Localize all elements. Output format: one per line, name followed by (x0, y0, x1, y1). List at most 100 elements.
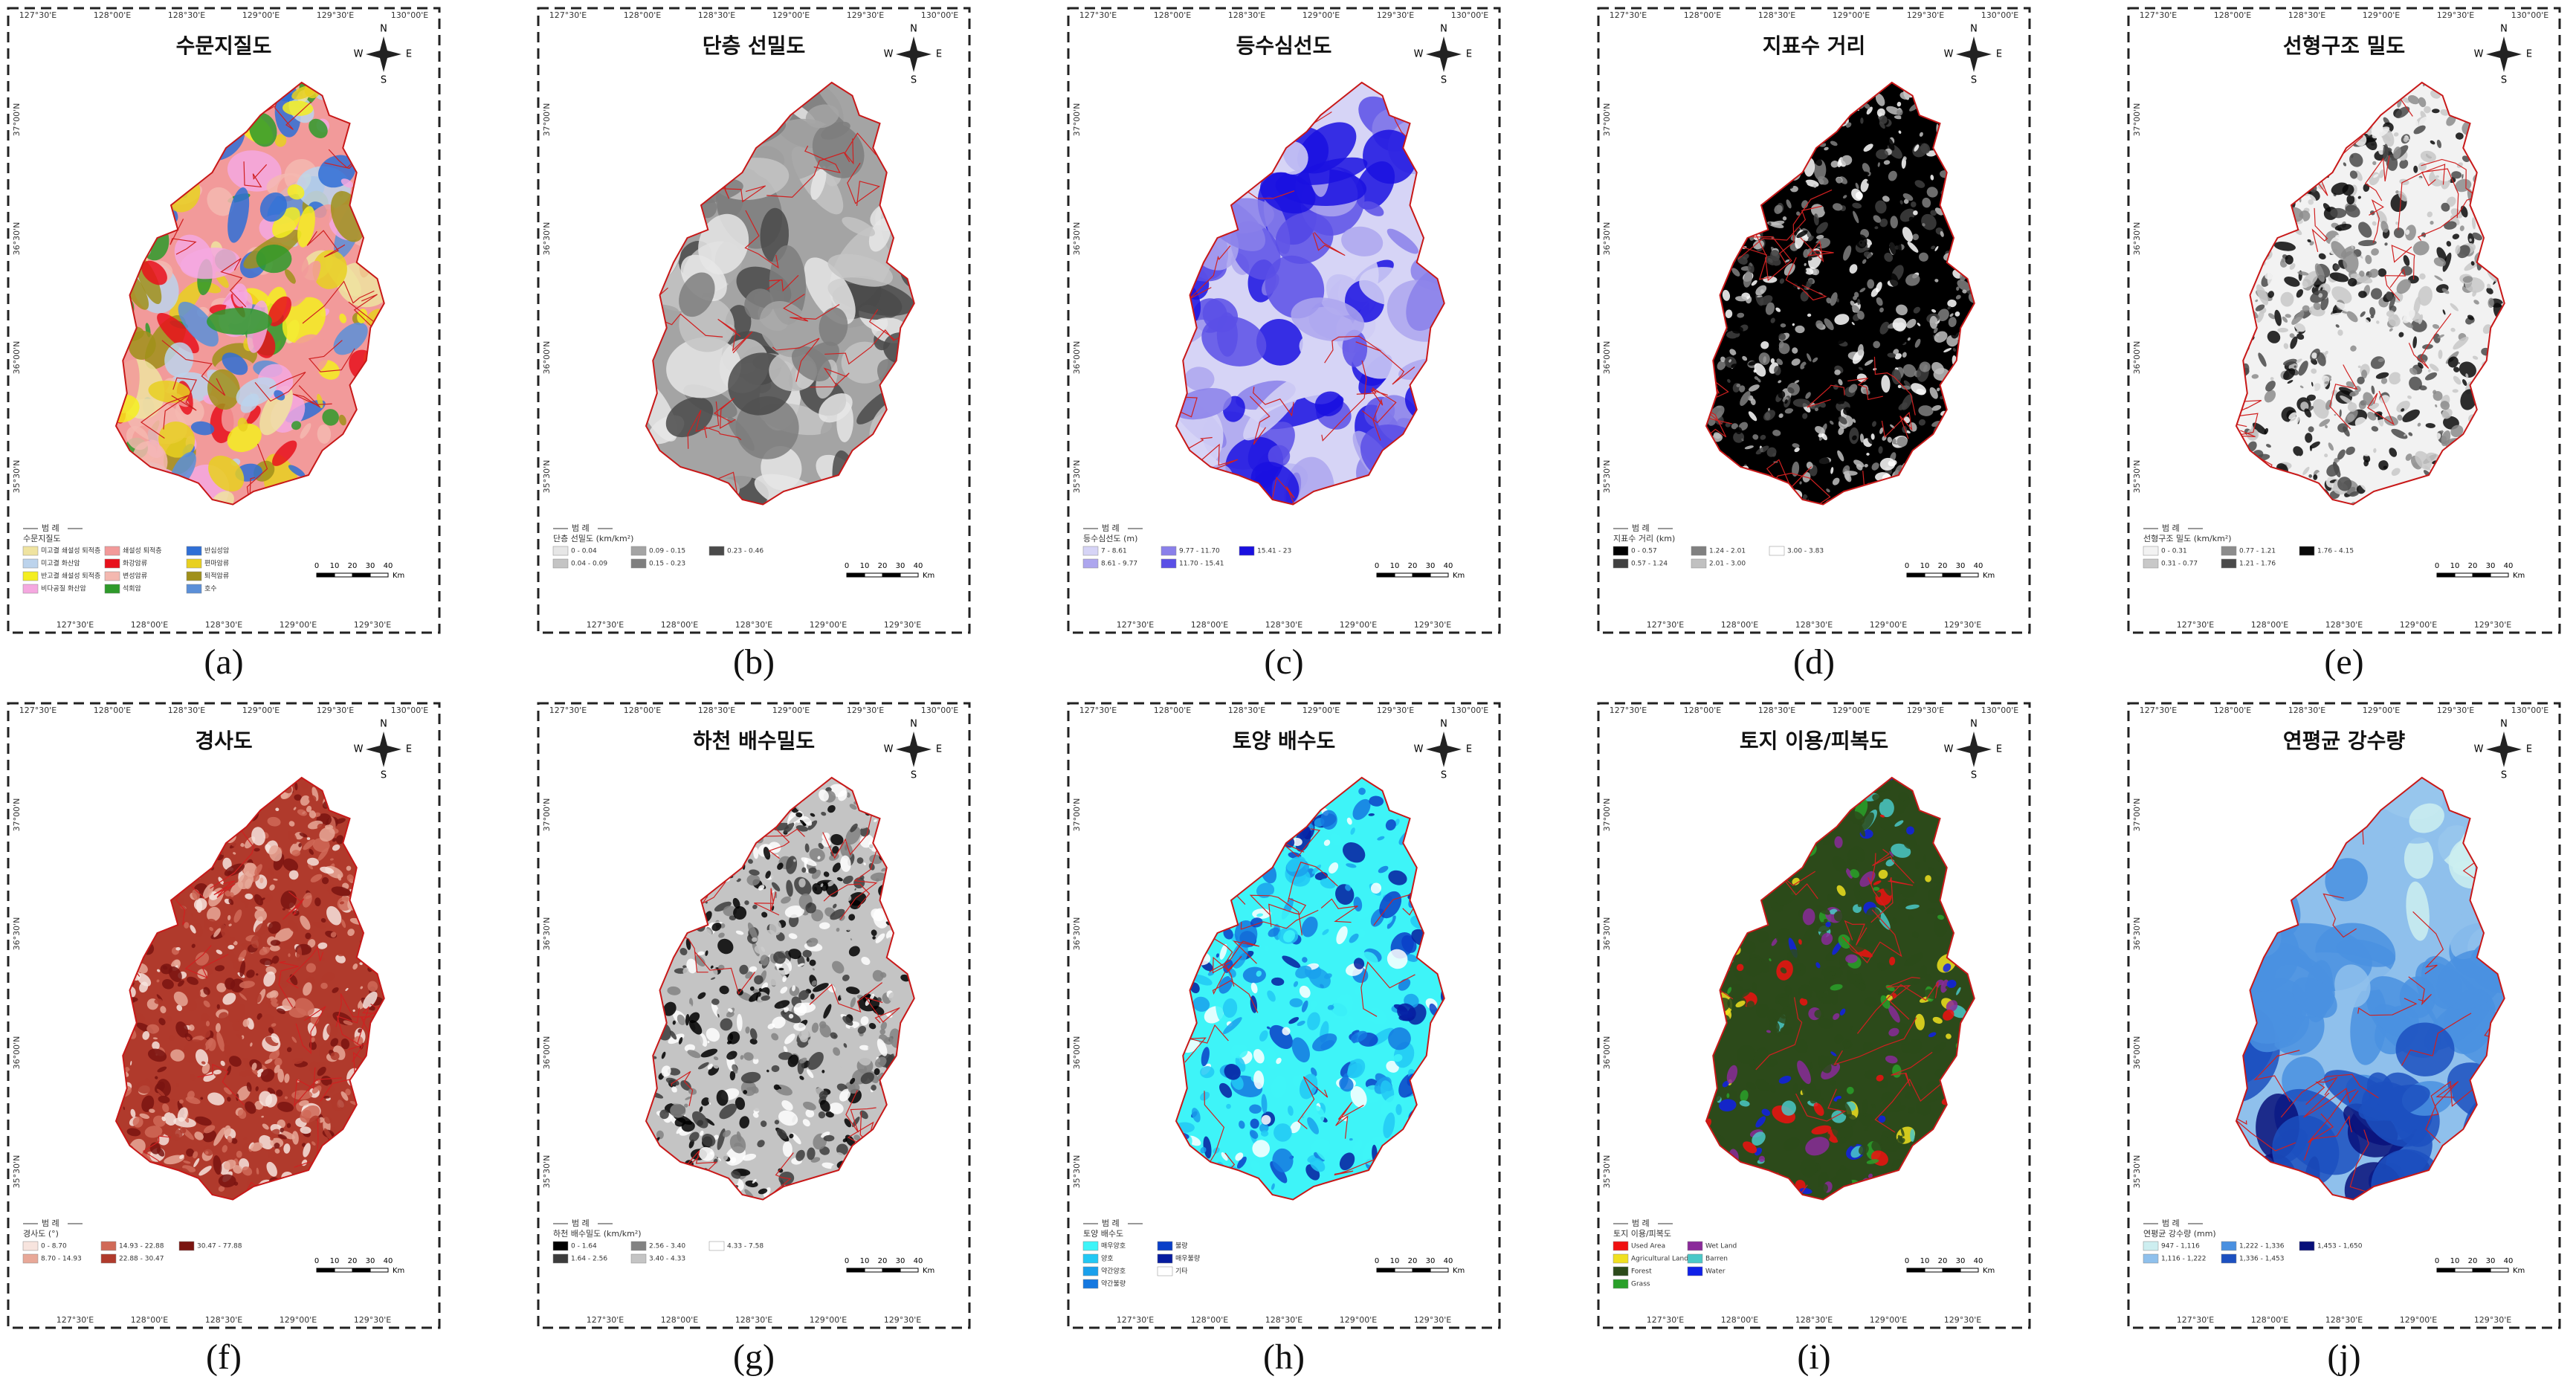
lon-label: 129°30'E (1377, 706, 1415, 715)
legend-label: 2.56 - 3.40 (649, 1243, 685, 1250)
scale-tick-label: 10 (860, 562, 870, 570)
lon-label: 129°30'E (2437, 10, 2475, 20)
compass-w: W (1414, 744, 1424, 755)
legend-swatch (187, 546, 201, 555)
scale-bar-segment (1377, 573, 1395, 577)
lon-label: 129°00'E (242, 10, 280, 20)
panel-caption: (e) (2324, 642, 2363, 682)
compass-n: N (380, 24, 387, 35)
lon-label: 127°30'E (587, 620, 624, 630)
lon-label: 129°30'E (1944, 620, 1982, 630)
lon-label: 128°30'E (1228, 10, 1266, 20)
legend-label: 1.21 - 1.76 (2239, 561, 2276, 568)
scale-bar-segment (847, 1268, 865, 1272)
lon-label: 128°00'E (661, 1315, 699, 1325)
compass-n: N (1440, 24, 1447, 35)
lon-label: 129°00'E (1833, 10, 1870, 20)
lat-label: 36°00'N (2132, 341, 2142, 375)
scale-bar-segment (1430, 573, 1448, 577)
scale-unit: Km (393, 1267, 404, 1275)
legend-swatch (2221, 546, 2236, 555)
scale-bar-segment (1413, 573, 1430, 577)
compass-e: E (1996, 49, 2002, 60)
legend-swatch (1083, 546, 1098, 555)
scale-bar-segment (865, 573, 882, 577)
scale-bar-segment (352, 1268, 370, 1272)
scale-bar-segment (2491, 573, 2508, 577)
legend-label: 4.33 - 7.58 (727, 1243, 764, 1250)
legend-swatch (23, 1242, 38, 1250)
lon-label: 128°30'E (698, 10, 736, 20)
scale-bar-segment (370, 1268, 388, 1272)
scale-tick-label: 40 (914, 1257, 923, 1265)
lon-label: 130°00'E (1451, 706, 1489, 715)
lon-label: 128°00'E (131, 620, 169, 630)
map-patch (2277, 328, 2288, 332)
compass-s: S (2501, 75, 2507, 86)
lon-label: 129°00'E (1302, 10, 1340, 20)
lon-label: 129°00'E (772, 10, 810, 20)
legend-label: 변성암류 (123, 572, 147, 581)
compass-n: N (1970, 24, 1978, 35)
legend-swatch (105, 584, 120, 593)
lon-label: 127°30'E (19, 10, 57, 20)
legend-label: 편마암류 (204, 559, 229, 568)
scale-tick-label: 10 (330, 1257, 340, 1265)
lat-label: 36°00'N (1072, 341, 1082, 375)
lat-label: 36°00'N (1602, 341, 1612, 375)
legend-label: 0.31 - 0.77 (2161, 561, 2198, 568)
legend-swatch (631, 1254, 646, 1263)
scale-tick-label: 10 (330, 562, 340, 570)
legend-label: 0.04 - 0.09 (571, 561, 607, 568)
legend-heading: 범 례 (1102, 523, 1120, 533)
lat-label: 37°00'N (1072, 103, 1082, 137)
compass-w: W (354, 744, 364, 755)
scale-tick-label: 0 (845, 562, 849, 570)
lon-label: 127°30'E (1647, 620, 1685, 630)
legend-label: 8.61 - 9.77 (1101, 561, 1137, 568)
lon-label: 127°30'E (1117, 1315, 1155, 1325)
lon-label: 129°00'E (810, 1315, 848, 1325)
scale-bar-segment (882, 573, 900, 577)
scale-unit: Km (393, 572, 404, 580)
scale-bar-segment (1960, 573, 1978, 577)
panel-caption: (d) (1793, 642, 1835, 682)
lon-label: 127°30'E (549, 706, 587, 715)
lon-label: 130°00'E (1981, 10, 2019, 20)
compass-w: W (884, 744, 894, 755)
lat-label: 35°30'N (2132, 460, 2142, 494)
lon-label: 128°30'E (205, 620, 243, 630)
lon-label: 128°00'E (2214, 10, 2252, 20)
lon-label: 128°00'E (2251, 620, 2289, 630)
lat-label: 35°30'N (12, 1155, 22, 1189)
compass-e: E (1466, 744, 1472, 755)
legend-label: 7 - 8.61 (1101, 548, 1127, 555)
panel-title: 선형구조 밀도 (2283, 33, 2405, 58)
lat-label: 36°30'N (12, 917, 22, 951)
scale-tick-label: 0 (845, 1257, 849, 1265)
legend-swatch (631, 559, 646, 568)
lon-label: 128°30'E (1265, 620, 1303, 630)
lon-label: 127°30'E (57, 620, 94, 630)
map-panel: 127°30'E 128°00'E 128°30'E 129°00'E 129°30'E… (8, 8, 439, 633)
scale-bar-segment (882, 1268, 900, 1272)
scale-tick-label: 20 (348, 562, 358, 570)
legend-title: 단층 선밀도 (km/km²) (553, 534, 633, 543)
scale-bar-segment (352, 573, 370, 577)
legend-swatch (23, 546, 38, 555)
map-patch (1860, 117, 1863, 123)
lon-label: 129°30'E (317, 10, 355, 20)
legend-label: 15.41 - 23 (1257, 548, 1291, 555)
scale-unit: Km (923, 1267, 934, 1275)
scale-tick-label: 40 (384, 1257, 393, 1265)
scale-tick-label: 20 (2468, 562, 2478, 570)
lon-label: 128°00'E (131, 1315, 169, 1325)
scale-bar-segment (847, 573, 865, 577)
lon-label: 128°30'E (1265, 1315, 1303, 1325)
legend-label: 0.09 - 0.15 (649, 548, 685, 555)
legend-swatch (2221, 559, 2236, 568)
scale-tick-label: 10 (860, 1257, 870, 1265)
legend-swatch (709, 1242, 724, 1250)
